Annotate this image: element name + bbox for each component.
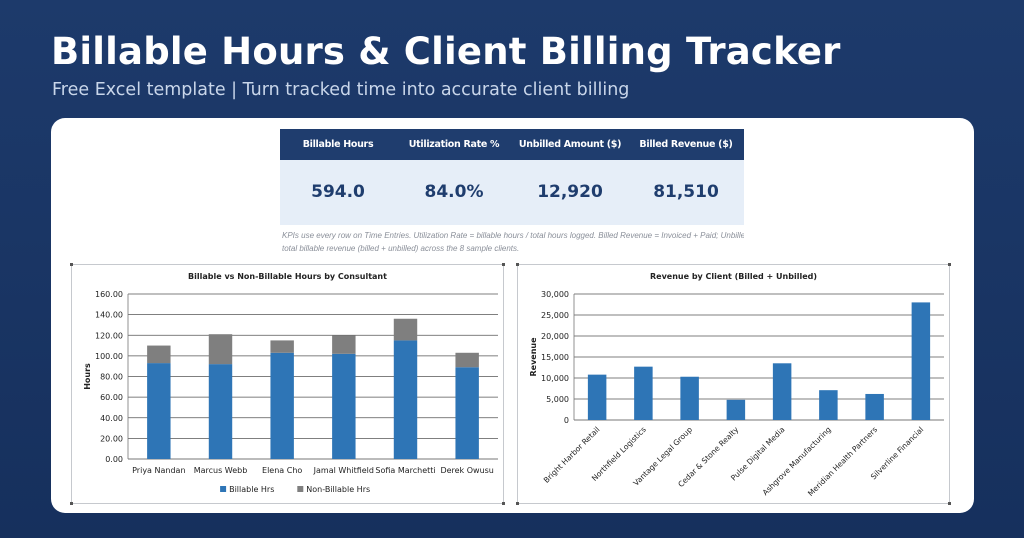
revenue-y-tick-label: 30,000 [541,290,569,299]
kpi-value-row: 594.0 84.0% 12,920 81,510 [280,160,744,225]
hours-bar [393,318,418,341]
hours-bar [332,335,356,354]
hours-y-axis-label: Hours [83,363,92,390]
kpi-label-unbilled: Unbilled Amount ($) [518,139,622,150]
page-title: Billable Hours & Client Billing Tracker [51,30,841,73]
hours-legend-swatch [297,486,304,492]
hours-bar [147,363,171,459]
kpi-note-line-2: total billable revenue (billed + unbille… [282,244,520,253]
kpi-value-billable-hours: 594.0 [311,182,365,202]
hours-bar [270,352,294,459]
hours-y-tick-label: 80.00 [100,373,123,382]
hours-bar [147,345,171,364]
hours-chart-title: Billable vs Non-Billable Hours by Consul… [188,272,387,281]
page-subtitle: Free Excel template | Turn tracked time … [52,80,630,100]
hours-legend-label: Non-Billable Hrs [306,485,370,494]
hours-y-tick-label: 60.00 [100,393,123,402]
kpi-label-utilization: Utilization Rate % [408,139,500,150]
hours-x-tick-label: Jamal Whitfield [313,466,374,475]
content-card: Billable Hours Utilization Rate % Unbill… [51,118,974,513]
hours-y-tick-label: 120.00 [95,331,123,340]
revenue-x-tick-label: Silverline Financial [869,425,925,481]
revenue-chart[interactable]: Revenue by Client (Billed + Unbilled) 0 5,… [516,263,951,505]
revenue-y-tick-label: 0 [564,416,569,425]
hours-chart[interactable]: Billable vs Non-Billable Hours by Consul… [70,263,505,505]
hours-y-tick-label: 160.00 [95,290,123,299]
hours-x-tick-label: Sofia Marchetti [375,466,435,475]
hours-bar [332,353,356,459]
kpi-label-billable-hours: Billable Hours [302,139,374,150]
hours-bar [270,340,294,353]
hours-y-tick-label: 0.00 [105,455,123,464]
kpi-value-utilization: 84.0% [424,182,484,202]
hours-x-tick-label: Marcus Webb [194,466,248,475]
hours-bar [455,352,479,368]
revenue-y-tick-label: 10,000 [541,374,569,383]
hours-legend-label: Billable Hrs [229,485,274,494]
kpi-value-billed-revenue: 81,510 [653,182,719,202]
revenue-chart-title: Revenue by Client (Billed + Unbilled) [650,272,817,281]
hours-legend-swatch [220,486,227,492]
revenue-bar [634,366,653,420]
revenue-y-tick-label: 5,000 [546,395,569,404]
kpi-note-line-1: KPIs use every row on Time Entries. Util… [282,231,744,240]
hours-bar [393,340,418,459]
revenue-y-tick-label: 15,000 [541,353,569,362]
kpi-header-row: Billable Hours Utilization Rate % Unbill… [280,129,744,160]
revenue-bar [772,363,792,420]
hours-y-tick-label: 20.00 [100,434,123,443]
hours-bar [455,367,479,459]
revenue-bar [819,390,838,420]
revenue-bar [680,376,699,420]
revenue-bar [587,374,607,420]
hours-y-tick-label: 140.00 [95,311,123,320]
kpi-value-unbilled: 12,920 [537,182,603,202]
revenue-chart-svg: Revenue by Client (Billed + Unbilled) 0 5,… [529,272,944,498]
revenue-bar [865,393,884,420]
kpi-label-billed-revenue: Billed Revenue ($) [639,139,733,150]
hours-bar [208,364,233,459]
kpi-note: KPIs use every row on Time Entries. Util… [282,229,744,255]
revenue-bar [911,302,931,420]
revenue-y-axis-label: Revenue [529,337,538,377]
revenue-y-tick-label: 25,000 [541,311,569,320]
hours-x-tick-label: Elena Cho [262,466,302,475]
hours-x-tick-label: Derek Owusu [440,466,493,475]
revenue-y-tick-label: 20,000 [541,332,569,341]
revenue-bar [726,399,746,420]
kpi-table: Billable Hours Utilization Rate % Unbill… [280,129,744,225]
hours-x-tick-label: Priya Nandan [132,466,185,475]
hours-chart-svg: Billable vs Non-Billable Hours by Consul… [83,272,498,494]
hours-y-tick-label: 100.00 [95,352,123,361]
hours-y-tick-label: 40.00 [100,414,123,423]
hours-bar [208,334,233,365]
